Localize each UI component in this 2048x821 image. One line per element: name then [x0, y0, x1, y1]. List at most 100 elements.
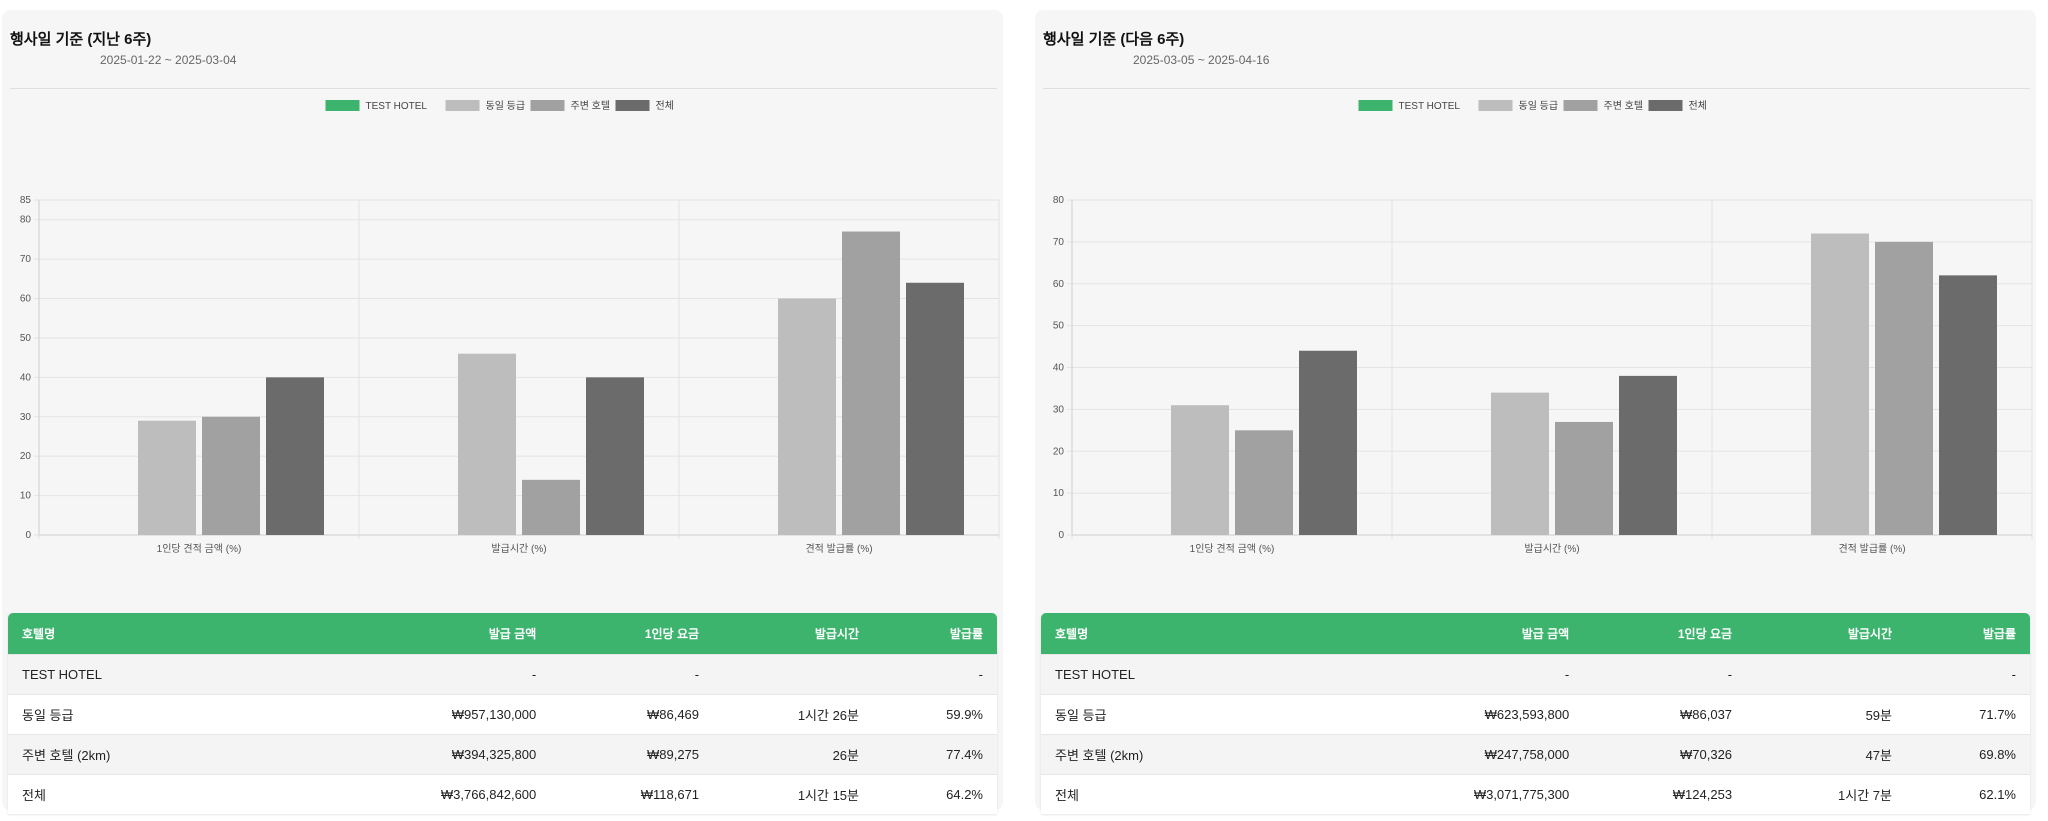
y-tick-label: 0	[1058, 530, 1064, 541]
legend-swatch	[325, 100, 360, 111]
cell-issue-time: 47분	[1746, 734, 1906, 775]
y-tick-label: 70	[20, 254, 32, 265]
cell-hotel: 주변 호텔 (2km)	[8, 734, 348, 775]
bar-	[202, 416, 260, 535]
legend-swatch	[1478, 100, 1513, 111]
cell-issue-time: 26분	[713, 734, 873, 775]
cell-hotel: 동일 등급	[8, 694, 348, 735]
cell-per-person: -	[550, 654, 714, 695]
table-header-row: 호텔명 발급 금액 1인당 요금 발급시간 발급률	[1041, 613, 2030, 655]
table-row: 전체 ₩3,766,842,600 ₩118,671 1시간 15분 64.2%	[8, 774, 997, 814]
table-row: 동일 등급 ₩957,130,000 ₩86,469 1시간 26분 59.9%	[8, 694, 997, 735]
y-tick-label: 20	[1053, 446, 1065, 457]
cell-issue-rate: 62.1%	[1906, 774, 2030, 814]
cell-hotel: TEST HOTEL	[8, 654, 348, 695]
divider	[1043, 88, 2030, 89]
cell-issue-rate: 77.4%	[873, 734, 997, 775]
x-tick-label: 발급시간 (%)	[1524, 543, 1579, 555]
stats-table: 호텔명 발급 금액 1인당 요금 발급시간 발급률 TEST HOTEL - -…	[8, 613, 997, 814]
date-range: 2025-01-22 ~ 2025-03-04	[100, 53, 237, 67]
col-header-hotel: 호텔명	[1041, 613, 1381, 655]
col-header-amount: 발급 금액	[347, 613, 551, 655]
legend-label: TEST HOTEL	[1399, 101, 1461, 112]
y-tick-label: 10	[20, 491, 32, 502]
panel-next-6-weeks: 행사일 기준 (다음 6주) 2025-03-05 ~ 2025-04-16 0…	[1035, 10, 2036, 814]
cell-amount: ₩394,325,800	[347, 734, 551, 775]
cell-issue-time	[713, 654, 873, 695]
y-tick-label: 20	[20, 451, 32, 462]
legend-swatch	[530, 100, 565, 111]
bar-	[1299, 350, 1357, 535]
cell-per-person: ₩89,275	[550, 734, 714, 775]
bar-	[1555, 421, 1613, 535]
y-tick-label: 0	[25, 530, 31, 541]
bar-	[266, 377, 324, 535]
cell-issue-time: 1시간 15분	[713, 774, 873, 814]
x-tick-label: 발급시간 (%)	[491, 543, 546, 555]
bar-	[1619, 375, 1677, 535]
panel-title: 행사일 기준 (지난 6주)	[10, 31, 152, 48]
bar-	[138, 420, 196, 535]
y-tick-label: 50	[1053, 321, 1065, 332]
cell-per-person: ₩124,253	[1583, 774, 1747, 814]
cell-per-person: ₩118,671	[550, 774, 714, 814]
bar-	[1235, 430, 1293, 535]
cell-issue-time: 59분	[1746, 694, 1906, 735]
col-header-per-person: 1인당 요금	[550, 613, 714, 655]
table-row: TEST HOTEL - - -	[8, 654, 997, 695]
cell-amount: -	[1380, 654, 1584, 695]
y-tick-label: 60	[20, 294, 32, 305]
legend-label: 동일 등급	[486, 100, 526, 112]
cell-per-person: -	[1583, 654, 1747, 695]
bar-	[1939, 275, 1997, 535]
bar-	[586, 377, 644, 535]
table-row: 동일 등급 ₩623,593,800 ₩86,037 59분 71.7%	[1041, 694, 2030, 735]
cell-hotel: 동일 등급	[1041, 694, 1381, 735]
legend-label: 주변 호텔	[1604, 100, 1644, 112]
y-tick-label: 30	[20, 412, 32, 423]
legend-label: 전체	[656, 100, 674, 112]
y-tick-label: 50	[20, 333, 32, 344]
y-tick-label: 40	[1053, 363, 1065, 374]
cell-hotel: 전체	[8, 774, 348, 814]
cell-amount: ₩3,766,842,600	[347, 774, 551, 814]
col-header-issue-time: 발급시간	[713, 613, 873, 655]
y-tick-label: 30	[1053, 404, 1065, 415]
cell-amount: ₩247,758,000	[1380, 734, 1584, 775]
y-tick-label: 70	[1053, 237, 1065, 248]
bar-	[458, 353, 516, 535]
col-header-issue-time: 발급시간	[1746, 613, 1906, 655]
bar-	[1811, 233, 1869, 535]
col-header-hotel: 호텔명	[8, 613, 348, 655]
x-tick-label: 견적 발급률 (%)	[805, 543, 872, 555]
table-row: TEST HOTEL - - -	[1041, 654, 2030, 695]
bar-	[1875, 241, 1933, 535]
table-header-row: 호텔명 발급 금액 1인당 요금 발급시간 발급률	[8, 613, 997, 655]
bar-	[778, 298, 836, 535]
x-tick-label: 1인당 견적 금액 (%)	[1190, 543, 1275, 555]
bar-	[842, 231, 900, 535]
cell-hotel: 전체	[1041, 774, 1381, 814]
legend-label: 주변 호텔	[571, 100, 611, 112]
y-tick-label: 60	[1053, 279, 1065, 290]
y-tick-label: 10	[1053, 488, 1065, 499]
date-range: 2025-03-05 ~ 2025-04-16	[1133, 53, 1270, 67]
cell-issue-rate: 59.9%	[873, 694, 997, 735]
bar-chart: 0 10 20 30 40 50 60 70 80 85 1인당 견적 금액 (%) 발급시간 (%)…	[20, 100, 1000, 555]
legend-label: TEST HOTEL	[366, 101, 428, 112]
legend-swatch	[615, 100, 650, 111]
cell-issue-rate: 64.2%	[873, 774, 997, 814]
cell-amount: -	[347, 654, 551, 695]
cell-issue-time: 1시간 26분	[713, 694, 873, 735]
legend-swatch	[1563, 100, 1598, 111]
table-row: 주변 호텔 (2km) ₩394,325,800 ₩89,275 26분 77.…	[8, 734, 997, 775]
cell-issue-rate: -	[1906, 654, 2030, 695]
cell-per-person: ₩86,037	[1583, 694, 1747, 735]
bar-	[1171, 405, 1229, 535]
y-tick-label: 85	[20, 195, 32, 206]
divider	[10, 88, 997, 89]
cell-amount: ₩957,130,000	[347, 694, 551, 735]
legend-swatch	[1358, 100, 1393, 111]
panel-past-6-weeks: 행사일 기준 (지난 6주) 2025-01-22 ~ 2025-03-04 0…	[2, 10, 1003, 814]
cell-per-person: ₩86,469	[550, 694, 714, 735]
